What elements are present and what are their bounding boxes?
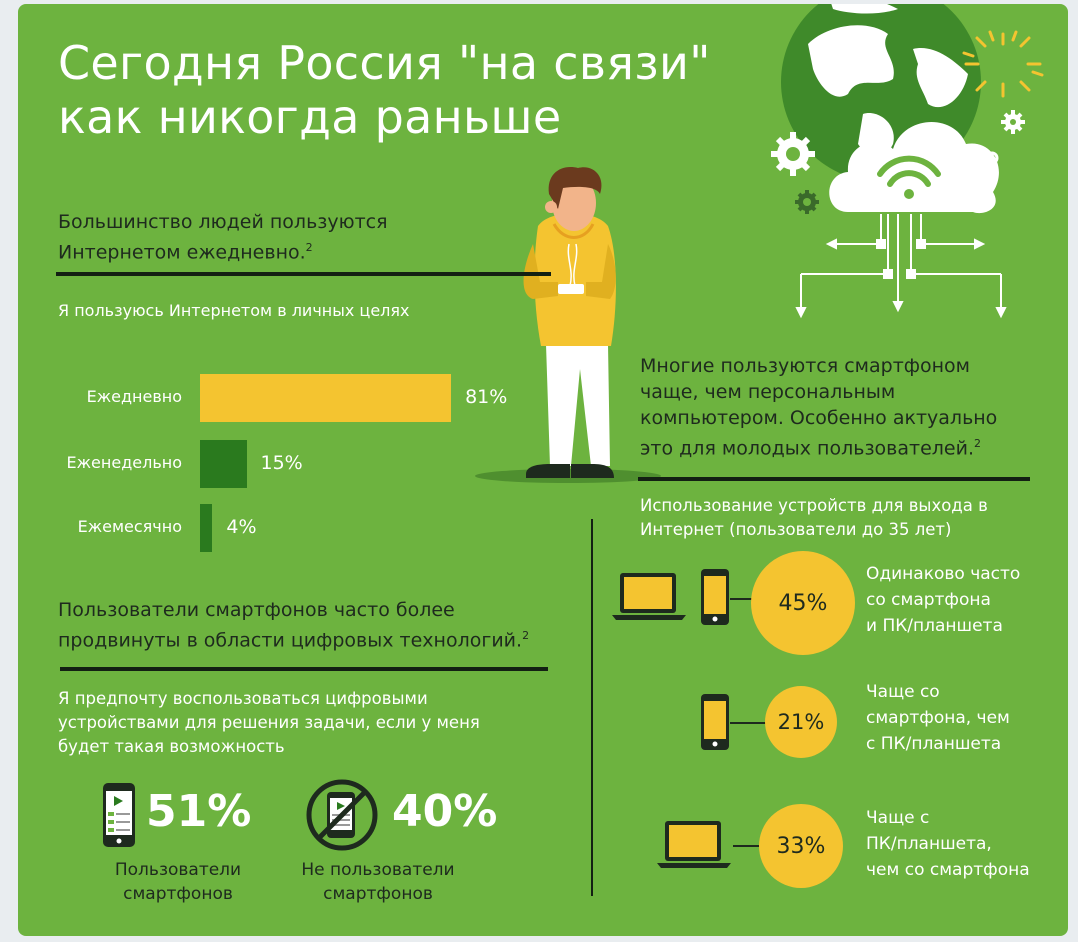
section2-heading: Пользователи смартфонов часто более прод… (58, 597, 529, 653)
section3-rule (638, 477, 1030, 481)
page-title: Сегодня Россия "на связи" как никогда ра… (58, 36, 711, 144)
bar-value-label: 4% (226, 516, 257, 538)
bar-value-label: 81% (465, 386, 508, 408)
chart3-title-line2: Интернет (пользователи до 35 лет) (640, 520, 952, 539)
bar-label: Ежедневно (86, 387, 182, 406)
connector-line (733, 845, 763, 847)
bar (200, 440, 247, 488)
bar (200, 504, 213, 552)
users-caption-line2: смартфонов (123, 884, 233, 904)
stat-desc-equal-line2: со смартфона (866, 590, 991, 610)
bar-label: Еженедельно (66, 453, 182, 472)
section2-heading-line2: продвинуты в области цифровых технологий… (58, 629, 530, 652)
bar (200, 374, 452, 422)
section2-heading-line1: Пользователи смартфонов часто более (58, 599, 455, 621)
stat-desc-equal-line1: Одинаково часто (866, 564, 1021, 584)
stat-circle-smartphone: 21% (765, 686, 837, 758)
gear-icon (771, 132, 815, 176)
chart1-title: Я пользуюсь Интернетом в личных целях (58, 301, 410, 320)
infographic: Сегодня Россия "на связи" как никогда ра… (18, 4, 1068, 936)
section3-heading-line2: чаще, чем персональным (640, 381, 896, 403)
smartphone-users-value: 51% (146, 786, 252, 837)
smartphone-icon (103, 783, 135, 847)
no-smartphone-icon (306, 779, 378, 851)
non-smartphone-users-value: 40% (392, 786, 498, 837)
chart3-title-line1: Использование устройств для выхода в (640, 496, 988, 515)
stat-desc-equal: Одинаково часто со смартфона и ПК/планше… (866, 561, 1020, 639)
stat-desc-smartphone-line3: с ПК/планшета (866, 734, 1002, 754)
question-line2: устройствами для решения задачи, если у … (58, 713, 480, 732)
sun-icon (962, 30, 1044, 98)
person-with-phone-illustration (475, 167, 661, 483)
stat-circle-equal: 45% (751, 551, 855, 655)
section3-heading-line4: это для молодых пользователей.2 (640, 437, 981, 460)
footnote-ref: 2 (522, 629, 530, 642)
laptop-icon (612, 573, 686, 620)
bar-value-label: 15% (260, 452, 303, 474)
smartphone-users-caption: Пользователи смартфонов (78, 858, 278, 906)
smartphone-icon (701, 569, 729, 625)
stat-desc-equal-line3: и ПК/планшета (866, 616, 1003, 636)
stat-desc-pc-line3: чем со смартфона (866, 860, 1030, 880)
nonusers-caption-line2: смартфонов (323, 884, 433, 904)
section1-heading-line1: Большинство людей пользуются (58, 211, 388, 233)
section3-heading-line3: компьютером. Особенно актуально (640, 407, 998, 429)
stat-desc-pc-line1: Чаще с (866, 808, 930, 828)
chart3-title: Использование устройств для выхода в Инт… (640, 494, 988, 542)
nonusers-caption-line1: Не пользователи (301, 860, 455, 880)
stat-desc-smartphone: Чаще со смартфона, чем с ПК/планшета (866, 679, 1010, 757)
smartphone-icon (701, 694, 729, 750)
question-line1: Я предпочту воспользоваться цифровыми (58, 689, 428, 708)
question-line3: будет такая возможность (58, 737, 285, 756)
connector-line (730, 598, 754, 600)
users-caption-line1: Пользователи (114, 860, 242, 880)
stat-circle-pc: 33% (759, 804, 843, 888)
stat-desc-smartphone-line1: Чаще со (866, 682, 940, 702)
footnote-ref: 2 (305, 241, 313, 254)
section2-question: Я предпочту воспользоваться цифровыми ус… (58, 687, 480, 759)
stat-desc-pc: Чаще с ПК/планшета, чем со смартфона (866, 805, 1030, 883)
section1-heading-line2: Интернетом ежедневно.2 (58, 241, 313, 264)
title-line-2: как никогда раньше (58, 90, 562, 144)
connector-line (730, 722, 768, 724)
section1-heading: Большинство людей пользуются Интернетом … (58, 209, 388, 265)
stat-desc-smartphone-line2: смартфона, чем (866, 708, 1010, 728)
bar-label: Ежемесячно (77, 517, 182, 536)
non-smartphone-users-caption: Не пользователи смартфонов (278, 858, 478, 906)
cloud-wifi-icon (829, 122, 999, 214)
stat-desc-pc-line2: ПК/планшета, (866, 834, 992, 854)
gear-icon (795, 190, 819, 214)
footnote-ref: 2 (974, 437, 981, 450)
section3-heading: Многие пользуются смартфоном чаще, чем п… (640, 353, 997, 461)
section3-heading-line1: Многие пользуются смартфоном (640, 355, 971, 377)
section1-rule (56, 272, 551, 276)
laptop-icon (657, 821, 731, 868)
gear-icon (1001, 110, 1025, 134)
section2-rule (60, 667, 548, 671)
decorative-illustrations (475, 4, 1044, 896)
title-line-1: Сегодня Россия "на связи" (58, 36, 711, 90)
